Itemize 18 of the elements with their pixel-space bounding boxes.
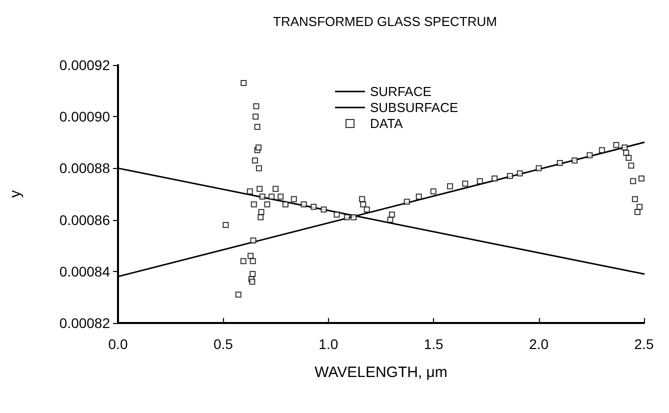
legend-label: SURFACE [370,84,432,99]
x-tick-label: 2.5 [634,336,654,352]
x-axis-title: WAVELENGTH, μm [314,364,448,381]
y-tick-label: 0.00086 [59,212,110,228]
legend-label: SUBSURFACE [370,100,458,115]
x-tick-label: 0.5 [213,336,234,352]
chart-title: TRANSFORMED GLASS SPECTRUM [273,14,497,29]
y-tick-label: 0.00092 [59,57,110,73]
x-tick-label: 0.0 [108,336,128,352]
x-tick-label: 1.0 [318,336,338,352]
y-tick-label: 0.00090 [59,108,110,125]
y-tick-label: 0.00082 [59,315,110,331]
y-axis-title: y [7,190,24,198]
x-tick-label: 1.5 [424,336,444,352]
x-tick-label: 2.0 [529,336,549,352]
y-tick-label: 0.00084 [59,263,110,280]
y-tick-label: 0.00088 [59,160,110,176]
legend-label: DATA [370,116,404,131]
